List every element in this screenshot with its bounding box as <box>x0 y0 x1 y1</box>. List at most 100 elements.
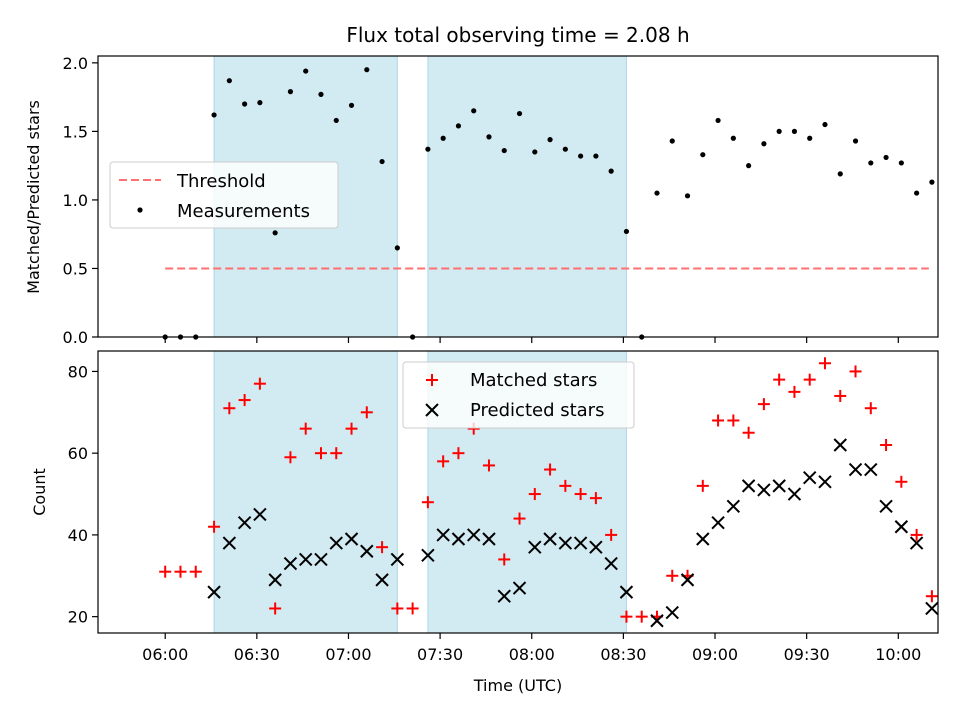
predicted-point <box>741 479 756 493</box>
matched-point <box>189 565 202 578</box>
predicted-point <box>436 528 450 542</box>
matched-point <box>849 365 862 378</box>
matched-point <box>864 402 877 415</box>
predicted-point <box>650 614 664 628</box>
y-tick-label: 0.0 <box>63 328 88 347</box>
measurement-point <box>287 89 294 95</box>
measurement-point <box>379 158 385 165</box>
measurement-point <box>562 146 568 152</box>
matched-point <box>406 602 419 615</box>
predicted-point <box>726 499 741 514</box>
predicted-point <box>558 536 573 550</box>
matched-point <box>574 488 587 501</box>
matched-point <box>788 385 801 398</box>
predicted-point <box>329 536 343 550</box>
legend-bottom: Matched stars Predicted stars <box>402 361 635 429</box>
matched-point <box>818 357 831 370</box>
matched-point <box>742 426 755 439</box>
measurement-point <box>822 121 828 128</box>
measurement-point <box>669 138 675 144</box>
predicted-point <box>344 532 359 546</box>
measurement-point <box>593 153 599 159</box>
predicted-point <box>757 483 771 497</box>
matched-point <box>452 447 465 460</box>
x-tick-label: 09:30 <box>784 645 830 664</box>
y-tick-label: 80 <box>68 362 88 381</box>
measurement-point <box>440 135 446 141</box>
measurement-point <box>532 149 538 155</box>
x-axis-ticks-bottom: 06:00 06:30 07:00 07:30 08:00 08:30 09:00 09:30… <box>142 633 921 664</box>
matched-point <box>620 610 633 623</box>
x-tick-label: 09:00 <box>692 645 738 664</box>
shaded-interval <box>427 55 627 338</box>
matched-point <box>238 394 251 407</box>
x-tick-label: 07:30 <box>417 645 463 664</box>
measurement-point <box>837 171 843 177</box>
matched-point <box>330 447 343 460</box>
predicted-point <box>283 556 298 571</box>
measurement-point <box>394 245 400 251</box>
matched-point <box>482 459 495 472</box>
measurement-point <box>715 117 721 124</box>
predicted-point <box>207 585 221 599</box>
matched-point <box>773 373 786 386</box>
predicted-point <box>375 573 389 587</box>
matched-point <box>910 528 923 541</box>
legend-matched-swatch <box>426 374 438 386</box>
predicted-point <box>909 536 924 550</box>
matched-point <box>345 422 358 435</box>
legend-predicted-swatch <box>425 403 439 417</box>
matched-point <box>757 398 770 411</box>
x-tick-label: 10:00 <box>875 645 921 664</box>
matched-point <box>666 569 679 582</box>
predicted-point <box>497 589 511 603</box>
predicted-point <box>787 487 802 501</box>
legend-measurement-label: Measurements <box>177 201 310 222</box>
matched-point <box>727 414 740 427</box>
y-axis-label-top: Matched/Predicted stars <box>24 100 43 294</box>
plot-frame-top <box>97 55 939 338</box>
matched-point <box>421 496 434 509</box>
x-tick-label: 08:00 <box>509 645 555 664</box>
predicted-point <box>680 573 695 587</box>
measurement-point <box>211 112 217 118</box>
matched-point <box>559 479 572 492</box>
plot-frame-bottom <box>97 350 939 634</box>
y-tick-label: 60 <box>68 444 88 463</box>
predicted-point <box>360 544 374 558</box>
matched-point <box>528 488 541 501</box>
matched-point <box>159 565 172 578</box>
legend-box <box>109 161 339 229</box>
predicted-point <box>573 536 588 550</box>
measurement-point <box>242 101 248 107</box>
x-tick-label: 06:30 <box>234 645 280 664</box>
y-axis-ticks-top: 0.0 0.5 1.0 1.5 2.0 <box>63 54 98 347</box>
measurement-point <box>455 123 462 129</box>
measurement-point <box>547 137 553 143</box>
measurement-point <box>333 117 339 124</box>
y-tick-label: 1.5 <box>63 122 88 141</box>
measurement-point <box>929 179 935 185</box>
y-tick-label: 1.0 <box>63 191 88 210</box>
legend-threshold-label: Threshold <box>176 171 266 192</box>
x-axis-ticks-top <box>164 337 899 343</box>
measurement-point <box>852 138 859 144</box>
predicted-point <box>818 475 832 489</box>
measurement-point <box>425 146 431 152</box>
predicted-point <box>451 532 466 546</box>
legend-predicted-label: Predicted stars <box>470 400 604 421</box>
predicted-point <box>894 520 909 534</box>
measurement-point <box>303 68 309 74</box>
matched-point <box>208 520 221 533</box>
matched-point <box>284 451 297 464</box>
predicted-point <box>482 532 496 546</box>
matched-star-markers <box>159 357 938 623</box>
legend-matched-label: Matched stars <box>470 370 597 391</box>
x-tick-label: 07:00 <box>325 645 371 664</box>
panel-ratio: 0.00.51.01.52.0 Matched/Predicted stars … <box>24 54 939 347</box>
predicted-point <box>848 462 863 477</box>
matched-point <box>174 565 187 578</box>
measurement-point <box>914 190 920 196</box>
matched-point <box>880 439 893 451</box>
matched-point <box>513 512 526 525</box>
